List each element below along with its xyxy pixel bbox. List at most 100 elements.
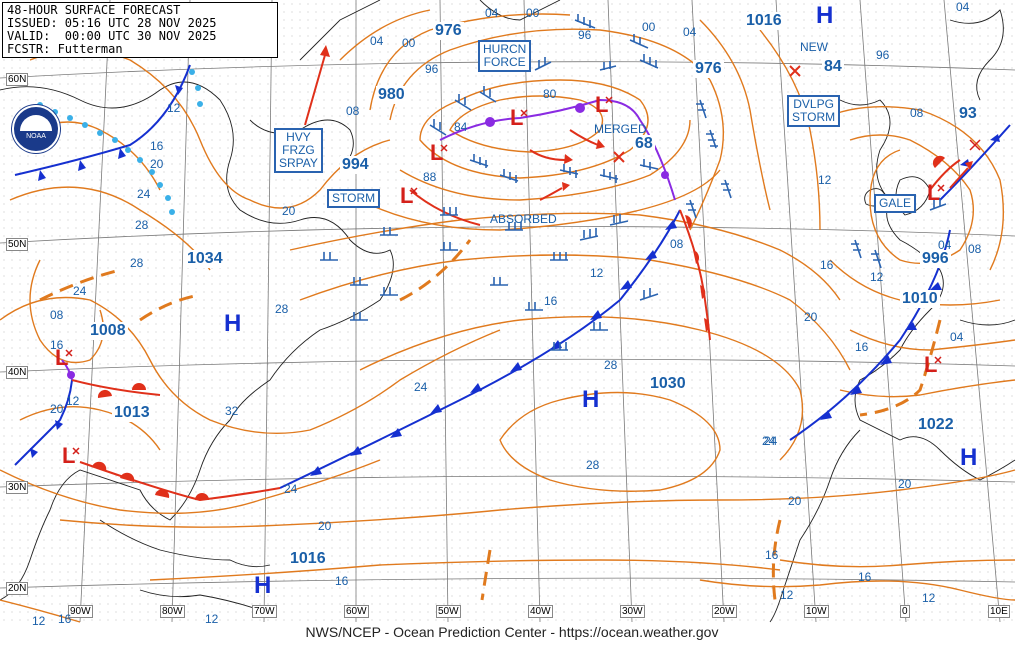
- isobar-label: 08: [346, 104, 360, 118]
- lon-label-50w: 50W: [436, 605, 461, 618]
- svg-text:L: L: [55, 345, 68, 370]
- isobar-label: 20: [788, 494, 802, 508]
- pressure-label: 996: [920, 250, 951, 268]
- isobar-label: 20: [898, 477, 912, 491]
- isobar-label: 20: [318, 519, 332, 533]
- storm-label: STORM: [327, 189, 381, 208]
- dissipated-centers: [613, 65, 801, 163]
- isobar-label: 12: [818, 173, 832, 187]
- isobar-label: 88: [423, 170, 437, 184]
- high-center: H: [960, 444, 978, 471]
- annotation-line: HURCN: [483, 42, 527, 56]
- pressure-label: 68: [633, 135, 655, 153]
- isobar-label: 16: [765, 548, 779, 562]
- isobar-label: 28: [604, 358, 618, 372]
- coastlines: [0, 0, 1016, 623]
- annotation-line: FORCE: [483, 55, 526, 69]
- isobar-label: 12: [66, 394, 80, 408]
- isobar-label: 08: [50, 308, 64, 322]
- svg-text:L: L: [924, 352, 937, 377]
- graticule: [0, 0, 1016, 623]
- isobar-label: 28: [586, 458, 600, 472]
- isobar-label: 12: [167, 101, 181, 115]
- svg-text:L: L: [62, 443, 75, 468]
- isobar-label: 20: [282, 204, 296, 218]
- isobar-label: 12: [922, 591, 936, 605]
- svg-text:L: L: [927, 180, 940, 205]
- isobar-label: 20: [50, 402, 64, 416]
- pressure-label: 1010: [900, 290, 940, 308]
- header-valid: VALID: 00:00 UTC 30 NOV 2025: [7, 29, 217, 43]
- lon-label-70w: 70W: [252, 605, 277, 618]
- pressure-label: 84: [822, 58, 844, 76]
- lon-label-80w: 80W: [160, 605, 185, 618]
- pressure-label: 980: [376, 86, 407, 104]
- troughs: [39, 239, 942, 601]
- new-label: NEW: [800, 40, 828, 54]
- isobar-label: 16: [150, 139, 164, 153]
- isobar-label: 04: [370, 34, 384, 48]
- movement-arrows: [304, 54, 969, 201]
- isobar-label: 24: [284, 482, 298, 496]
- isobars: [0, 9, 1016, 623]
- pressure-label: 1022: [916, 416, 956, 434]
- isobar-label: 80: [543, 87, 557, 101]
- isobar-label: 00: [402, 36, 416, 50]
- isobar-label: 20: [150, 157, 164, 171]
- lon-label-60w: 60W: [344, 605, 369, 618]
- isobar-label: 04: [485, 6, 499, 20]
- isobar-label: 24: [762, 434, 776, 448]
- pressure-label: 1008: [88, 322, 128, 340]
- isobar-label: 04: [938, 238, 952, 252]
- isobar-label: 04: [956, 0, 970, 14]
- lon-label-0: 0: [900, 605, 910, 618]
- lat-label-40n: 40N: [6, 366, 29, 379]
- wind-barbs: [320, 14, 947, 351]
- isobar-label: 24: [764, 434, 778, 448]
- noaa-logo-text: NOAA: [26, 133, 46, 140]
- header-issued: ISSUED: 05:16 UTC 28 NOV 2025: [7, 16, 217, 30]
- occluded-symbols: [67, 103, 669, 379]
- isobar-label: 08: [670, 237, 684, 251]
- lon-label-10e: 10E: [988, 605, 1010, 618]
- isobar-label: 84: [454, 120, 468, 134]
- isobar-label: 32: [225, 404, 239, 418]
- absorbed-label: ABSORBED: [490, 212, 557, 226]
- annotation-line: STORM: [792, 110, 836, 124]
- isobar-label: 08: [968, 242, 982, 256]
- lon-label-90w: 90W: [68, 605, 93, 618]
- hurricane-force-label: HURCN FORCE: [478, 40, 532, 72]
- isobar-label: 12: [780, 588, 794, 602]
- svg-text:L: L: [430, 140, 443, 165]
- isobar-label: 04: [950, 330, 964, 344]
- annotation-line: GALE: [879, 196, 912, 210]
- pressure-label: 1013: [112, 404, 152, 422]
- svg-text:L: L: [400, 183, 413, 208]
- high-center: H: [254, 572, 272, 599]
- svg-text:L: L: [595, 92, 608, 117]
- isobar-label: 04: [683, 25, 697, 39]
- isobar-label: 16: [335, 574, 349, 588]
- isobar-label: 24: [73, 284, 87, 298]
- lat-label-60n: 60N: [6, 73, 29, 86]
- gale-label: GALE: [874, 194, 917, 213]
- isobar-label: 00: [642, 20, 656, 34]
- lat-label-50n: 50N: [6, 238, 29, 251]
- annotation-line: SRPAY: [279, 156, 318, 170]
- isobar-label: 12: [32, 614, 46, 628]
- isobar-label: 28: [135, 218, 149, 232]
- pressure-label: 976: [693, 60, 724, 78]
- developing-storm-label: DVLPG STORM: [787, 95, 841, 127]
- isobar-label: 28: [130, 256, 144, 270]
- isobar-label: 00: [526, 6, 540, 20]
- noaa-logo: NOAA: [12, 105, 60, 153]
- forecast-header: 48-HOUR SURFACE FORECAST ISSUED: 05:16 U…: [2, 2, 278, 58]
- header-forecaster: FCSTR: Futterman: [7, 42, 123, 56]
- isobar-label: 96: [425, 62, 439, 76]
- svg-text:L: L: [510, 105, 523, 130]
- isobar-label: 24: [137, 187, 151, 201]
- isobar-label: 20: [804, 310, 818, 324]
- pressure-label: 1034: [185, 250, 225, 268]
- isobar-label: 16: [50, 338, 64, 352]
